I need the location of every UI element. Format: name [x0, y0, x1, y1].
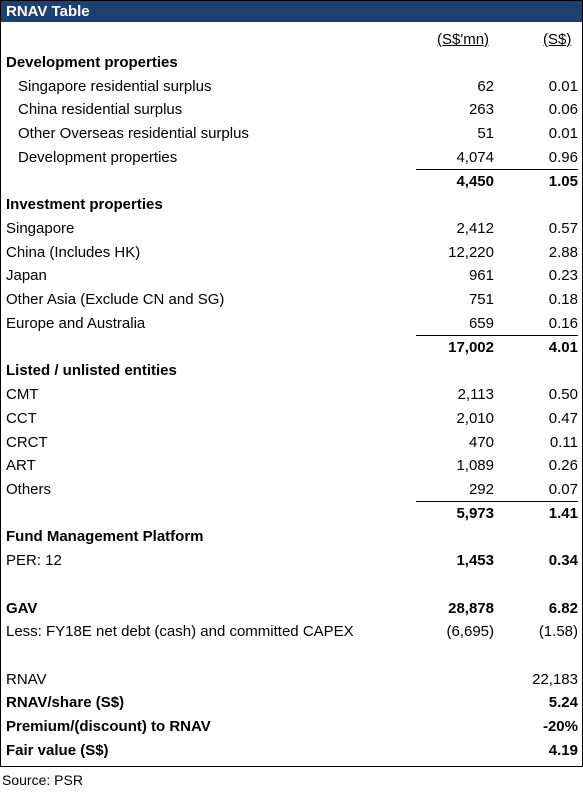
- value-mn: 292: [468, 480, 494, 498]
- row-label: Premium/(discount) to RNAV: [6, 718, 211, 736]
- value-per-share: 0.01: [548, 125, 578, 143]
- value-mn: 1,089: [456, 457, 494, 475]
- subtotal-rule: [416, 168, 578, 170]
- row-label: RNAV: [6, 670, 47, 688]
- value-per-share: (1.58): [538, 623, 578, 641]
- value-mn: 470: [468, 433, 494, 451]
- row-label: Japan: [6, 267, 47, 285]
- value-per-share: 0.50: [548, 386, 578, 404]
- value-per-share: 0.96: [548, 148, 578, 166]
- value-mn: 51: [477, 125, 494, 143]
- value-per-share: 1.41: [548, 504, 578, 522]
- value-per-share: 0.23: [548, 267, 578, 285]
- row-label: China (Includes HK): [6, 243, 141, 261]
- value-per-share: 6.82: [548, 599, 578, 617]
- row-label: CMT: [6, 386, 39, 404]
- row-label: Europe and Australia: [6, 314, 146, 332]
- value-mn: 2,010: [456, 409, 494, 427]
- row-label: China residential surplus: [18, 101, 183, 119]
- section-label: Investment properties: [6, 196, 163, 214]
- row-label: Other Asia (Exclude CN and SG): [6, 291, 225, 309]
- value-per-share: 0.07: [548, 480, 578, 498]
- value-mn: 659: [468, 314, 494, 332]
- row-label: Other Overseas residential surplus: [18, 125, 249, 143]
- row-label: Singapore residential surplus: [18, 77, 212, 95]
- value-per-share: -20%: [542, 718, 578, 736]
- row-label: Less: FY18E net debt (cash) and committe…: [6, 623, 354, 641]
- value-mn: 4,450: [456, 172, 494, 190]
- row-label: GAV: [6, 599, 38, 617]
- value-mn: 751: [468, 291, 494, 309]
- value-per-share: 5.24: [548, 694, 578, 712]
- row-label: Development properties: [18, 148, 178, 166]
- subtotal-rule: [416, 334, 578, 336]
- value-per-share: 2.88: [548, 243, 578, 261]
- value-per-share: 0.34: [548, 552, 578, 570]
- value-mn: 961: [468, 267, 494, 285]
- row-label: CCT: [6, 409, 37, 427]
- row-label: CRCT: [6, 433, 48, 451]
- value-mn: 17,002: [448, 338, 494, 356]
- value-per-share: 1.05: [548, 172, 578, 190]
- value-mn: 5,973: [456, 504, 494, 522]
- value-mn: 2,412: [456, 220, 494, 238]
- value-per-share: 0.47: [548, 409, 578, 427]
- value-mn: 28,878: [448, 599, 494, 617]
- source-note: Source: PSR: [2, 772, 83, 788]
- section-label: Fund Management Platform: [6, 528, 204, 546]
- subtotal-rule: [416, 500, 578, 502]
- value-per-share: 0.57: [548, 220, 578, 238]
- value-per-share: 0.16: [548, 314, 578, 332]
- title-bar: RNAV Table: [1, 1, 582, 22]
- value-mn: 62: [477, 77, 494, 95]
- row-label: PER: 12: [6, 552, 62, 570]
- value-mn: 4,074: [456, 148, 494, 166]
- row-label: ART: [6, 457, 36, 475]
- section-label: Listed / unlisted entities: [6, 362, 177, 380]
- value-per-share: 0.01: [548, 77, 578, 95]
- value-mn: 2,113: [457, 386, 494, 404]
- value-per-share: 4.19: [548, 741, 578, 759]
- column-header: (S$): [543, 31, 572, 48]
- column-header: (S$'mn): [437, 31, 490, 48]
- value-per-share: 0.18: [548, 291, 578, 309]
- value-per-share: 0.06: [548, 101, 578, 119]
- table-title: RNAV Table: [6, 3, 90, 20]
- row-label: Others: [6, 480, 52, 498]
- value-mn: (6,695): [446, 623, 494, 641]
- value-per-share: 0.26: [548, 457, 578, 475]
- value-per-share: 4.01: [548, 338, 578, 356]
- value-mn: 1,453: [456, 552, 494, 570]
- section-label: Development properties: [6, 54, 178, 71]
- value-mn: 263: [468, 101, 494, 119]
- value-per-share: 22,183: [532, 670, 578, 688]
- row-label: Fair value (S$): [6, 741, 109, 759]
- row-label: Singapore: [6, 220, 75, 238]
- value-mn: 12,220: [448, 243, 494, 261]
- row-label: RNAV/share (S$): [6, 694, 125, 712]
- value-per-share: 0.11: [549, 433, 578, 451]
